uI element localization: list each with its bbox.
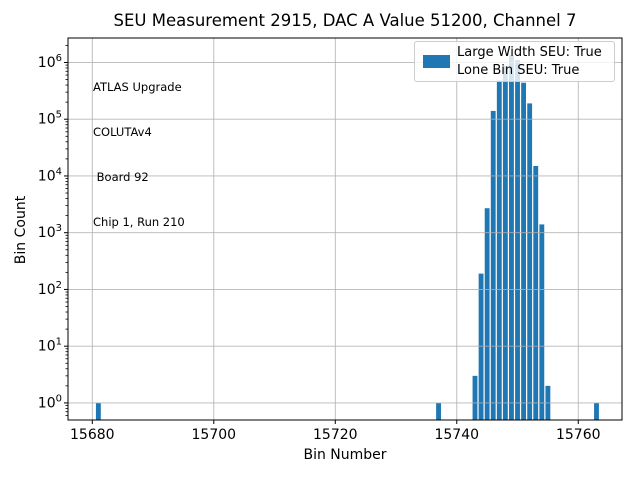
plot-frame <box>67 37 623 421</box>
histogram-bar <box>472 375 478 420</box>
histogram-bar <box>436 402 441 420</box>
x-tick-label: 15760 <box>556 427 601 443</box>
x-axis-label: Bin Number <box>303 447 387 463</box>
annotation-line-chip-run: Chip 1, Run 210 <box>93 215 185 229</box>
x-tick-label: 15740 <box>434 427 479 443</box>
legend-label-line-large-width: Large Width SEU: True <box>457 45 602 60</box>
y-tick-label: 101 <box>38 337 62 355</box>
histogram-bar <box>95 402 101 420</box>
y-axis-label: Bin Count <box>13 195 29 265</box>
legend-label: Large Width SEU: True Lone Bin SEU: True <box>457 44 602 79</box>
annotation-line-chip-version: COLUTAv4 <box>93 125 152 139</box>
y-tick-label: 105 <box>38 110 62 128</box>
annotation-block: ATLAS Upgrade COLUTAv4 Board 92 Chip 1, … <box>93 50 185 260</box>
histogram-bar <box>478 273 484 420</box>
histogram-bar <box>496 80 502 420</box>
annotation-line-board: Board 92 <box>93 170 149 184</box>
x-tick-label: 15700 <box>192 427 237 443</box>
x-tick-label: 15720 <box>313 427 358 443</box>
histogram-bar <box>594 402 599 420</box>
histogram-bar <box>490 110 496 421</box>
histogram-bar <box>521 82 527 421</box>
legend-swatch <box>423 55 450 68</box>
histogram-bar <box>509 55 514 420</box>
y-tick-label: 106 <box>38 53 62 71</box>
annotation-line-experiment: ATLAS Upgrade <box>93 80 182 94</box>
histogram-bar <box>515 60 520 420</box>
x-tick-label: 15680 <box>70 427 115 443</box>
chart-title: SEU Measurement 2915, DAC A Value 51200,… <box>113 11 577 30</box>
histogram-bar <box>502 65 508 420</box>
histogram-bar <box>539 224 545 420</box>
histogram-bar <box>527 103 533 421</box>
legend-label-line-lone-bin: Lone Bin SEU: True <box>457 62 580 78</box>
y-tick-label: 100 <box>38 393 62 411</box>
y-tick-label: 104 <box>38 166 62 184</box>
histogram-bar <box>533 165 539 420</box>
legend-box: Large Width SEU: True Lone Bin SEU: True <box>414 41 615 82</box>
y-tick-label: 102 <box>38 280 62 298</box>
y-tick-label: 103 <box>38 223 62 241</box>
histogram-bar <box>484 208 490 420</box>
